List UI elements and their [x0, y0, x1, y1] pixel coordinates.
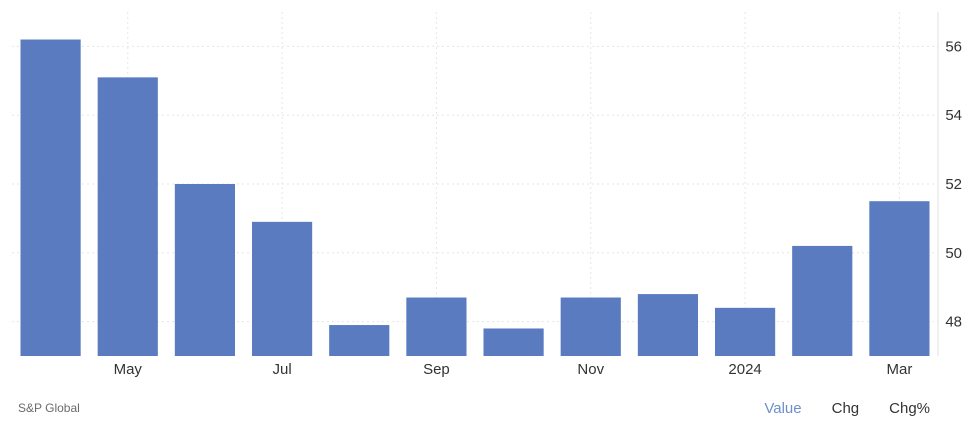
bar-Apr	[20, 39, 81, 357]
bars	[20, 39, 930, 357]
view-tabs: Value Chg Chg%	[764, 400, 930, 417]
y-tick-label: 52	[945, 176, 962, 193]
y-tick-label: 50	[945, 245, 962, 262]
bar-Feb	[792, 245, 853, 356]
y-tick-label: 54	[945, 107, 962, 124]
y-tick-label: 48	[945, 314, 962, 331]
x-tick-label: May	[114, 361, 143, 378]
y-axis-ticks: 48 50 52 54 56	[945, 38, 962, 330]
bar-Nov	[560, 297, 621, 356]
x-tick-label: 2024	[728, 361, 761, 378]
tab-chg[interactable]: Chg	[831, 400, 860, 417]
tab-value[interactable]: Value	[764, 400, 802, 417]
source-label: S&P Global	[18, 401, 80, 415]
y-tick-label: 56	[945, 38, 962, 55]
bar-Sep	[406, 297, 467, 356]
bar-May	[97, 77, 158, 357]
tab-chg-percent[interactable]: Chg%	[889, 400, 930, 417]
x-axis-ticks: May Jul Sep Nov 2024 Mar	[114, 361, 913, 378]
x-tick-label: Jul	[272, 361, 291, 378]
x-tick-label: Nov	[577, 361, 604, 378]
x-tick-label: Sep	[423, 361, 450, 378]
bar-Dec	[637, 294, 699, 356]
bar-Mar	[869, 201, 930, 356]
x-tick-label: Mar	[886, 361, 912, 378]
bar-Oct	[483, 328, 544, 356]
bar-Aug	[329, 325, 390, 356]
bar-2024	[714, 307, 776, 356]
bar-Jul	[251, 221, 313, 356]
bar-Jun	[174, 184, 236, 356]
bar-chart: May Jul Sep Nov 2024 Mar 48 50 52 54 56	[12, 12, 962, 378]
